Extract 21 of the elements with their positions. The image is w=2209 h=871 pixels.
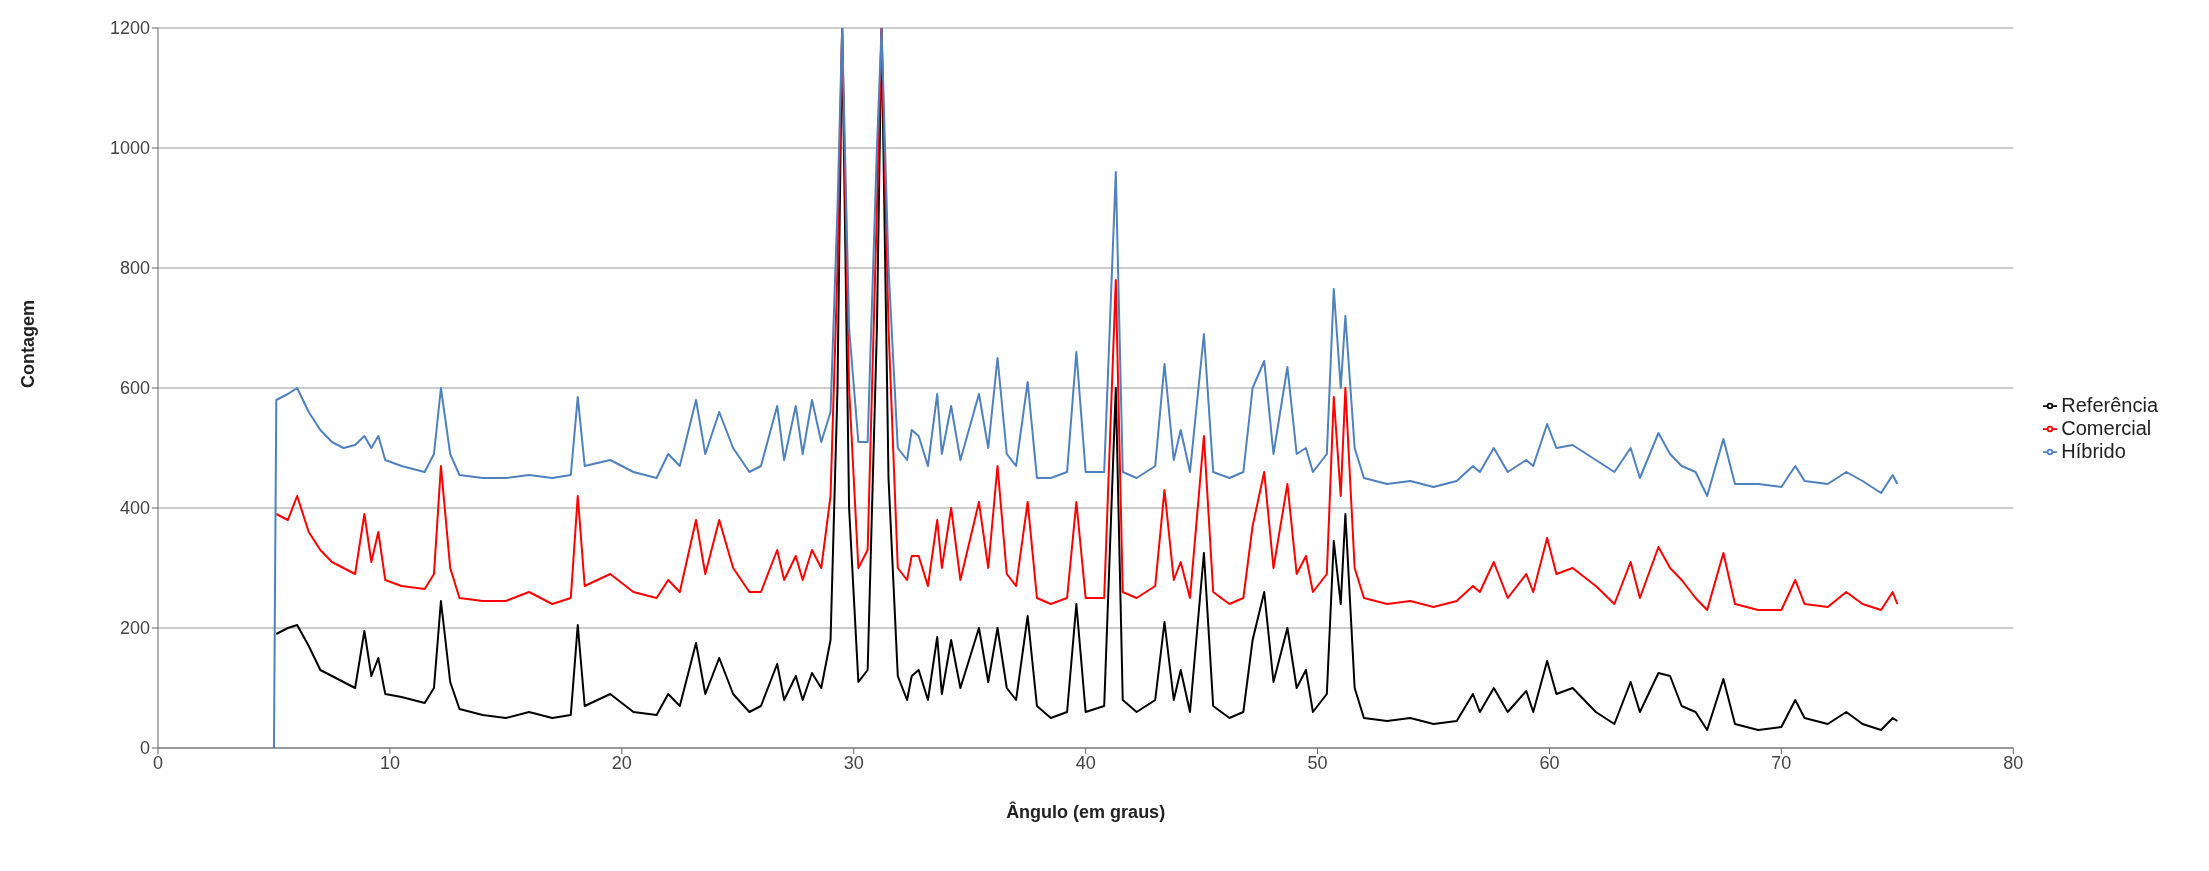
x-tick-label: 60 [1539, 752, 1560, 773]
y-tick-label: 800 [119, 258, 150, 279]
x-tick-label: 20 [611, 752, 632, 773]
x-tick-label: 50 [1307, 752, 1328, 773]
y-axis-title: Contagem [18, 299, 39, 388]
y-tick-label: 1200 [109, 18, 150, 39]
x-tick-label: 80 [2003, 752, 2024, 773]
x-tick-label: 70 [1771, 752, 1792, 773]
y-tick-label: 600 [119, 378, 150, 399]
legend-label: Comercial [2061, 416, 2152, 439]
legend-label: Referência [2061, 393, 2158, 416]
x-tick-label: 40 [1075, 752, 1096, 773]
y-tick-label: 1000 [109, 138, 150, 159]
y-tick-label: 400 [119, 498, 150, 519]
x-tick-label: 10 [379, 752, 400, 773]
x-axis-title: Ângulo (em graus) [1006, 801, 1166, 822]
y-tick-label: 0 [139, 738, 150, 759]
y-tick-label: 200 [119, 618, 150, 639]
x-tick-label: 30 [843, 752, 864, 773]
x-tick-label: 0 [152, 752, 164, 773]
legend-label: Híbrido [2061, 439, 2126, 462]
